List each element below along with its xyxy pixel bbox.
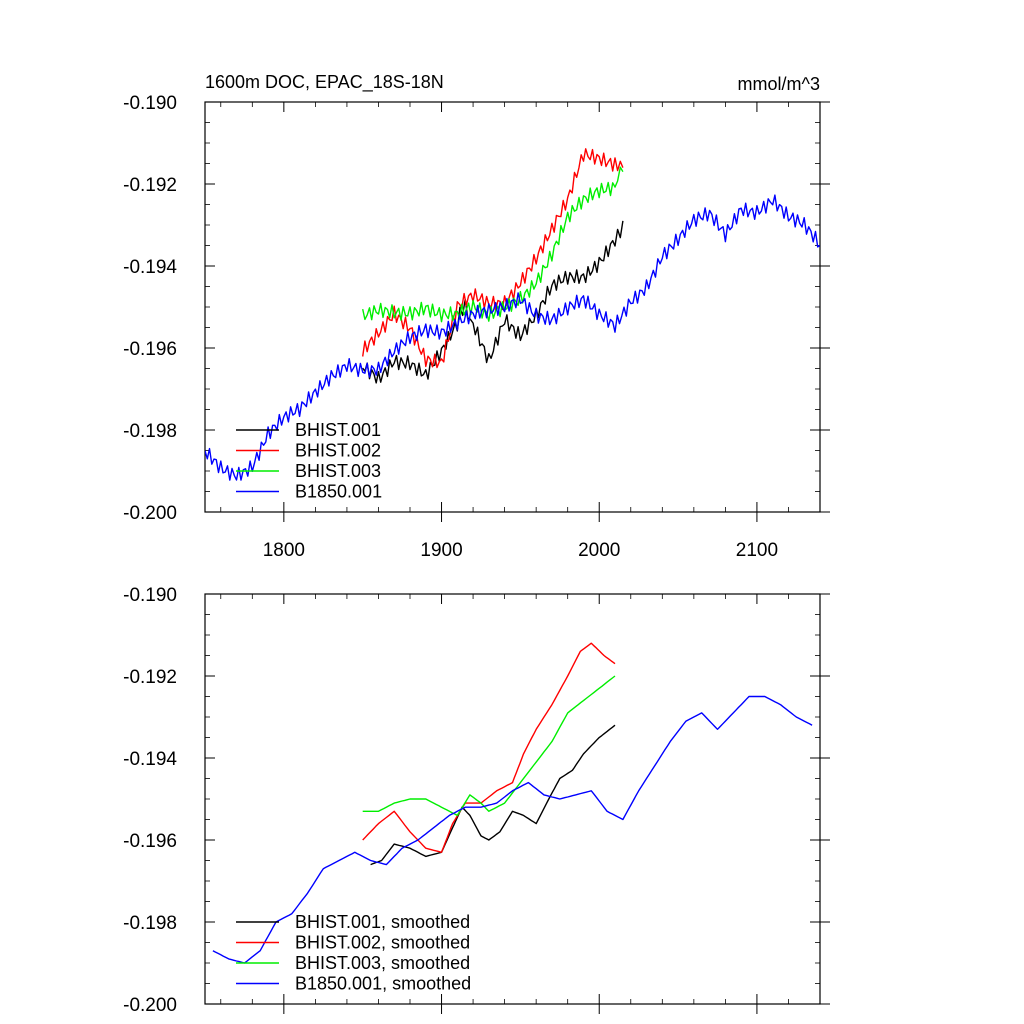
y-tick-label: -0.194 (123, 257, 177, 278)
y-tick-label: -0.194 (123, 749, 177, 770)
x-tick-label: 2000 (578, 540, 620, 561)
series-line (362, 642, 616, 853)
legend-label: B1850.001 (295, 482, 382, 502)
series-line (212, 695, 813, 964)
series-line (370, 724, 616, 866)
x-tick-label: 1900 (420, 540, 462, 561)
chart-title: 1600m DOC, EPAC_18S-18N (205, 72, 444, 93)
bottom-panel: -0.200 -0.198 -0.196 -0.194 -0.192 -0.190 BHIS… (123, 585, 830, 1016)
x-tick-label: 2100 (736, 540, 778, 561)
legend-label: BHIST.001, smoothed (295, 912, 470, 932)
legend-label: B1850.001, smoothed (295, 974, 471, 994)
series-line (205, 194, 820, 481)
series-line (362, 675, 616, 817)
y-tick-label: -0.198 (123, 913, 177, 934)
legend-label: BHIST.003, smoothed (295, 953, 470, 973)
y-tick-label: -0.200 (123, 503, 177, 524)
legend-label: BHIST.001 (295, 420, 381, 440)
legend-label: BHIST.002, smoothed (295, 933, 470, 953)
legend-label: BHIST.002 (295, 441, 381, 461)
x-tick-label: 1800 (263, 540, 305, 561)
legend-label: BHIST.003 (295, 461, 381, 481)
y-tick-label: -0.192 (123, 175, 177, 196)
y-tick-label: -0.190 (123, 93, 177, 114)
y-tick-label: -0.198 (123, 421, 177, 442)
y-tick-label: -0.196 (123, 339, 177, 360)
series-line (362, 220, 624, 384)
y-tick-label: -0.196 (123, 831, 177, 852)
y-tick-label: -0.192 (123, 667, 177, 688)
y-tick-label: -0.200 (123, 995, 177, 1016)
top-panel: 1600m DOC, EPAC_18S-18N mmol/m^3 1800 1900 2… (123, 72, 830, 561)
series-line (362, 148, 624, 369)
y-tick-label: -0.190 (123, 585, 177, 606)
units-label: mmol/m^3 (738, 74, 820, 94)
